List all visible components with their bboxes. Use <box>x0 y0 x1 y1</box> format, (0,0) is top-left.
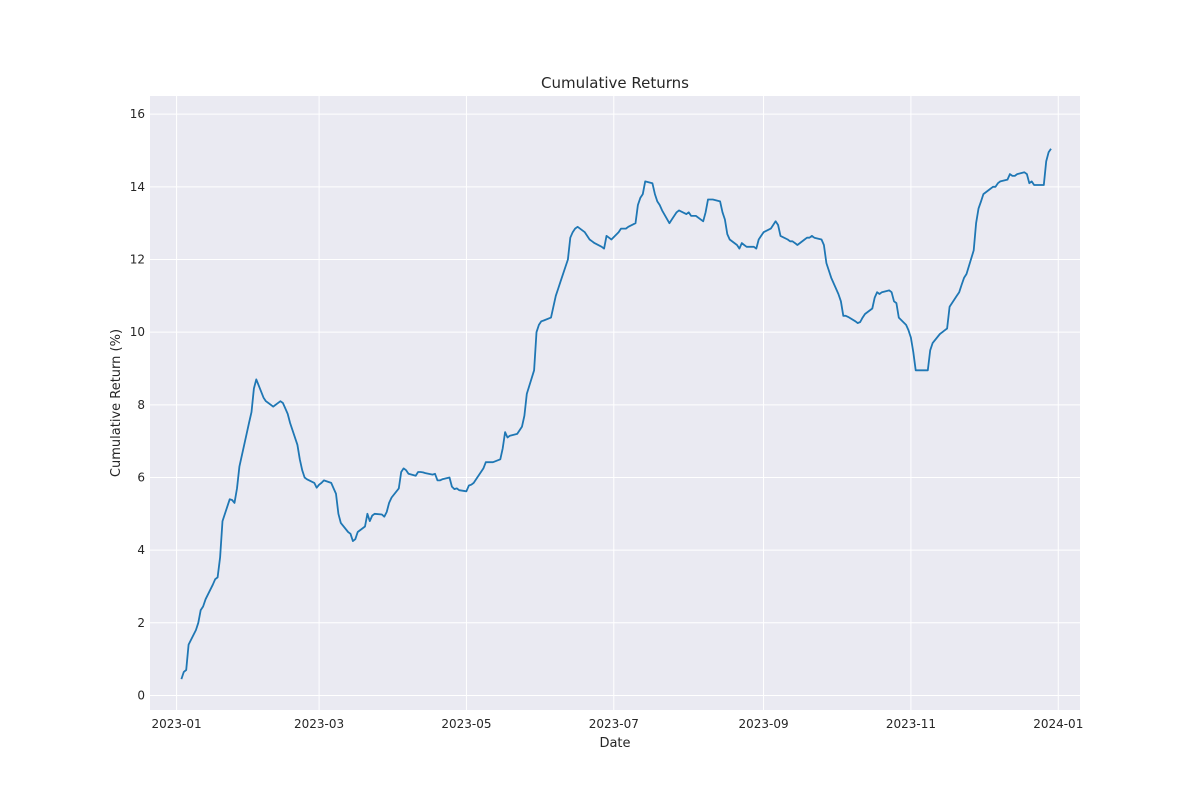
x-tick-label: 2023-09 <box>738 717 788 731</box>
y-tick-label: 2 <box>137 616 145 630</box>
y-tick-label: 6 <box>137 470 145 484</box>
x-tick-label: 2023-01 <box>152 717 202 731</box>
y-tick-label: 12 <box>130 252 145 266</box>
chart-title: Cumulative Returns <box>541 74 689 92</box>
x-axis-ticks: 2023-01 2023-03 2023-05 2023-07 2023-09 2023-… <box>152 717 1084 731</box>
x-tick-label: 2023-03 <box>294 717 344 731</box>
x-axis-label: Date <box>599 736 630 751</box>
y-tick-label: 0 <box>137 688 145 702</box>
x-tick-label: 2023-05 <box>441 717 491 731</box>
x-tick-label: 2024-01 <box>1033 717 1083 731</box>
y-tick-label: 16 <box>130 107 145 121</box>
y-tick-label: 4 <box>137 543 145 557</box>
y-tick-label: 14 <box>130 180 145 194</box>
y-tick-label: 10 <box>130 325 145 339</box>
y-axis-ticks: 0 2 4 6 8 10 12 14 16 <box>130 107 145 702</box>
plot-background <box>150 96 1080 710</box>
y-tick-label: 8 <box>137 398 145 412</box>
x-tick-label: 2023-11 <box>886 717 936 731</box>
x-tick-label: 2023-07 <box>589 717 639 731</box>
y-axis-label: Cumulative Return (%) <box>109 329 124 477</box>
